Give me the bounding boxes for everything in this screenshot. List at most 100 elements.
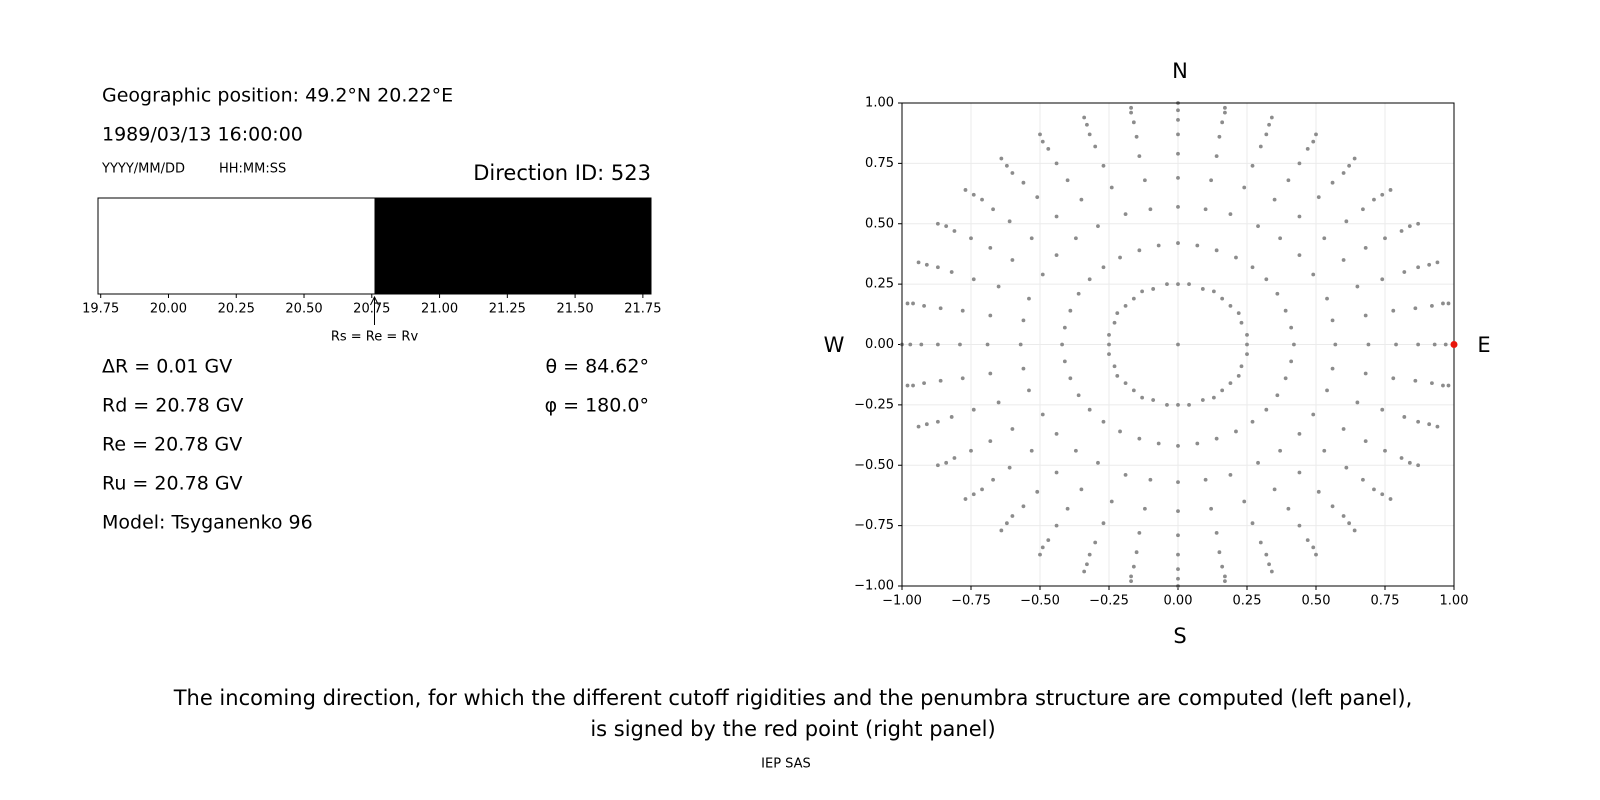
y-tick-label: −0.50: [854, 458, 894, 473]
compass-east: E: [1477, 333, 1490, 357]
direction-point: [1021, 366, 1026, 371]
direction-point: [1176, 444, 1180, 448]
direction-point: [1278, 448, 1283, 453]
direction-point: [1040, 412, 1045, 417]
x-tick-label: 21.00: [421, 302, 458, 317]
direction-point: [1223, 105, 1227, 110]
direction-point: [911, 383, 915, 388]
y-tick-label: 0.00: [865, 337, 894, 352]
direction-point: [1176, 132, 1180, 137]
direction-point: [1286, 178, 1291, 183]
direction-point: [1093, 540, 1098, 545]
direction-point: [1383, 448, 1387, 453]
direction-point: [988, 439, 993, 443]
direction-point: [1140, 395, 1145, 400]
direction-point: [1073, 448, 1078, 453]
direction-point: [1054, 253, 1059, 258]
y-tick-label: 1.00: [865, 96, 894, 111]
direction-point: [1029, 236, 1034, 241]
direction-point: [1054, 470, 1059, 475]
direction-point: [1316, 489, 1321, 494]
direction-point: [1131, 388, 1136, 393]
direction-point: [935, 265, 940, 270]
direction-point: [1272, 197, 1277, 202]
direction-point: [1010, 171, 1015, 175]
direction-point: [1269, 569, 1274, 574]
direction-point: [1217, 134, 1222, 139]
direction-point: [1220, 120, 1225, 125]
direction-point: [1200, 398, 1205, 402]
direction-point: [1123, 212, 1128, 216]
direction-point: [1137, 248, 1142, 253]
direction-point: [991, 477, 995, 482]
direction-point: [1264, 552, 1269, 557]
direction-point: [1341, 427, 1346, 431]
direction-point: [1228, 381, 1233, 386]
direction-point: [1269, 115, 1274, 120]
direction-point: [1087, 132, 1092, 137]
direction-point: [1187, 282, 1191, 287]
direction-point: [1018, 342, 1023, 347]
marker-label: Rs = Re = Rv: [331, 330, 419, 345]
direction-point: [1021, 504, 1026, 509]
direction-point: [1176, 402, 1180, 407]
direction-point: [1176, 151, 1180, 156]
direction-point: [1322, 448, 1327, 453]
direction-point: [1380, 492, 1385, 497]
y-tick-label: 0.25: [865, 277, 894, 292]
direction-point: [1427, 262, 1432, 267]
direction-point: [1242, 499, 1247, 504]
direction-point: [1021, 180, 1026, 185]
direction-point: [916, 260, 921, 265]
direction-point: [938, 378, 943, 383]
direction-point: [1391, 376, 1396, 381]
direction-point: [1021, 318, 1026, 323]
direction-point: [1209, 178, 1214, 183]
direction-point: [1416, 342, 1421, 347]
direction-point: [1380, 192, 1385, 197]
direction-point: [1101, 163, 1106, 168]
direction-point: [1220, 388, 1225, 393]
direction-point: [1123, 303, 1128, 308]
direction-point: [1085, 122, 1089, 127]
x-tick-label: 19.75: [82, 302, 119, 317]
direction-point: [1148, 477, 1153, 482]
direction-point: [924, 262, 929, 267]
direction-point: [908, 342, 913, 347]
x-tick-label: 0.25: [1233, 594, 1262, 609]
direction-point: [1292, 342, 1296, 347]
direction-point: [1165, 402, 1169, 407]
direction-point: [1330, 504, 1335, 509]
direction-point: [1264, 132, 1269, 137]
direction-point: [1435, 260, 1440, 265]
direction-point: [935, 419, 940, 424]
direction-point: [1087, 277, 1092, 282]
direction-point: [1267, 122, 1271, 127]
direction-point: [1250, 419, 1255, 424]
direction-point: [1096, 460, 1100, 465]
direction-point: [999, 528, 1004, 533]
direction-point: [922, 303, 926, 308]
direction-point: [991, 207, 995, 212]
direction-point: [1441, 301, 1445, 306]
direction-point: [1214, 530, 1219, 535]
direction-point: [996, 284, 1001, 289]
direction-point: [1297, 214, 1302, 219]
direction-point: [1258, 144, 1263, 149]
direction-point: [1082, 569, 1087, 574]
direction-point: [1038, 552, 1042, 557]
caption-line: The incoming direction, for which the di…: [173, 686, 1413, 710]
direction-point: [1427, 422, 1432, 427]
x-tick-label: 0.75: [1371, 594, 1400, 609]
direction-point: [1311, 272, 1316, 277]
direction-point: [1065, 178, 1070, 183]
direction-point: [1112, 320, 1117, 325]
direction-point: [1076, 393, 1081, 398]
direction-point: [1297, 431, 1302, 436]
direction-point: [1096, 224, 1100, 229]
direction-point: [1101, 521, 1106, 526]
x-tick-label: 0.00: [1164, 594, 1193, 609]
direction-point: [1297, 523, 1302, 528]
x-tick-label: −1.00: [882, 594, 922, 609]
direction-point: [1203, 477, 1208, 482]
